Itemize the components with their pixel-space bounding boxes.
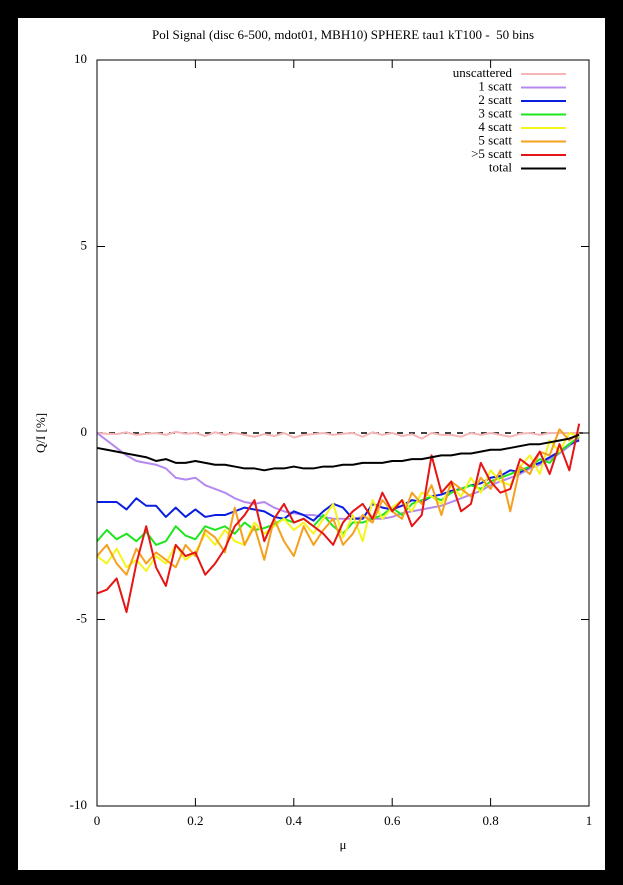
legend-label: 4 scatt <box>478 119 512 134</box>
legend-label: >5 scatt <box>471 146 512 161</box>
x-tick-label: 0.8 <box>482 813 498 828</box>
legend-label: 3 scatt <box>478 105 512 120</box>
data-line <box>96 433 580 472</box>
y-tick-label: -10 <box>70 797 87 812</box>
legend-label: 5 scatt <box>478 132 512 147</box>
y-axis-label: Q/I [%] <box>33 413 48 453</box>
data-line <box>96 423 581 614</box>
y-tick-label: 5 <box>81 237 88 252</box>
legend-label: 1 scatt <box>478 78 512 93</box>
plot-frame <box>96 59 590 807</box>
y-tick-label: -5 <box>76 610 87 625</box>
x-tick-label: 0.2 <box>187 813 203 828</box>
x-tick-label: 1 <box>586 813 593 828</box>
x-tick-label: 0.6 <box>384 813 401 828</box>
data-line <box>97 439 580 522</box>
data-line <box>96 430 580 440</box>
x-tick-label: 0.4 <box>286 813 303 828</box>
x-tick-label: 0 <box>94 813 101 828</box>
chart-title: Pol Signal (disc 6-500, mdot01, MBH10) S… <box>152 27 534 42</box>
legend-label: 2 scatt <box>478 92 512 107</box>
x-axis-label: μ <box>340 837 347 852</box>
y-tick-label: 0 <box>81 424 88 439</box>
y-tick-label: 10 <box>74 51 87 66</box>
legend-label: unscattered <box>453 65 513 80</box>
background <box>18 18 605 870</box>
legend-label: total <box>489 159 512 174</box>
